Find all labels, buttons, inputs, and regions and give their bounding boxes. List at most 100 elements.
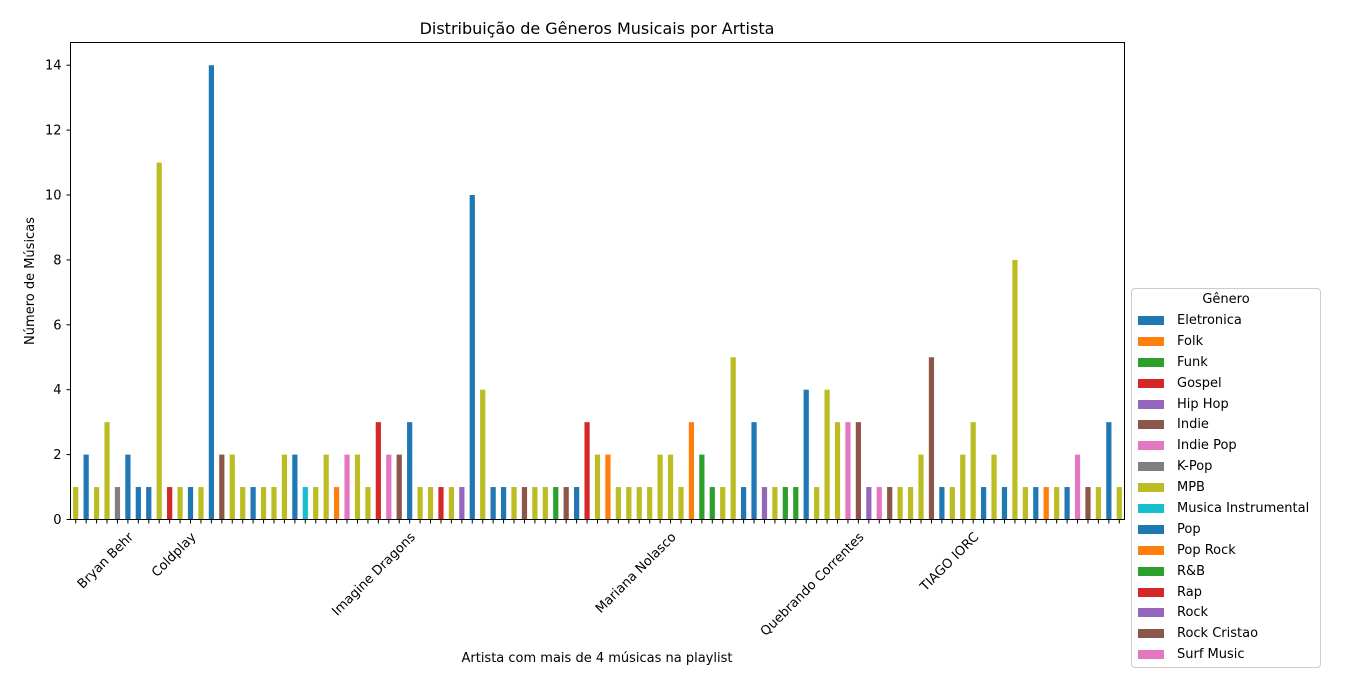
bar-25: [334, 487, 340, 520]
legend-item: Musica Instrumental: [1132, 498, 1320, 519]
bar-99: [1106, 422, 1112, 520]
bar-4: [114, 487, 121, 520]
bar-82: [928, 357, 935, 520]
bar-46: [553, 487, 559, 520]
legend-item: R&B: [1132, 561, 1320, 582]
bar-74: [845, 422, 851, 520]
bar-42: [511, 487, 517, 520]
y-tick-label: 4: [53, 383, 61, 398]
legend-item: Indie: [1132, 414, 1320, 435]
bar-98: [1095, 487, 1102, 520]
bar-51: [605, 454, 611, 520]
legend-swatch: [1138, 378, 1164, 388]
legend-label: Pop: [1177, 521, 1201, 537]
bar-29: [375, 422, 381, 520]
bar-79: [897, 487, 903, 520]
bar-69: [793, 487, 799, 520]
y-axis-title: Número de Músicas: [23, 217, 38, 345]
bar-21: [292, 454, 298, 520]
x-axis: Bryan Behr Coldplay Imagine Dragons Mariana…: [75, 519, 1120, 640]
bar-91: [1022, 487, 1028, 520]
bar-54: [636, 487, 642, 520]
legend-label: Indie: [1177, 417, 1209, 433]
bar-15: [229, 454, 235, 520]
bar-89: [1001, 487, 1008, 520]
bar-6: [135, 487, 141, 520]
bar-23: [313, 487, 319, 520]
bar-18: [260, 487, 267, 520]
bar-83: [939, 487, 945, 520]
bar-93: [1043, 487, 1049, 520]
bar-17: [250, 487, 256, 520]
bar-5: [125, 454, 131, 520]
bar-59: [688, 422, 695, 520]
bar-22: [302, 487, 308, 520]
legend-label: Gospel: [1177, 375, 1222, 391]
legend-item: K-Pop: [1132, 456, 1320, 477]
bar-71: [814, 487, 820, 520]
legend-swatch: [1138, 503, 1164, 513]
legend-swatch: [1138, 524, 1164, 534]
bar-65: [751, 422, 757, 520]
bar-88: [991, 454, 997, 520]
legend-label: Hip Hop: [1177, 396, 1229, 412]
bar-36: [448, 487, 455, 520]
legend-swatch: [1138, 420, 1164, 430]
bar-35: [438, 487, 444, 520]
bar-34: [427, 487, 434, 520]
legend-item: Eletronica: [1132, 310, 1320, 331]
legend-label: Musica Instrumental: [1177, 500, 1310, 516]
bar-39: [480, 389, 486, 520]
bar-28: [365, 487, 371, 520]
bar-10: [177, 487, 183, 520]
legend-item: Folk: [1132, 331, 1320, 352]
legend-swatch: [1138, 315, 1164, 325]
bar-67: [772, 487, 778, 520]
bar-2: [93, 487, 100, 520]
bar-3: [104, 422, 110, 520]
bar-27: [354, 454, 361, 520]
bar-14: [219, 454, 225, 520]
legend-item: MPB: [1132, 477, 1320, 498]
bar-76: [866, 487, 872, 520]
legend-label: Folk: [1177, 333, 1204, 349]
bar-37: [459, 487, 465, 520]
legend-item: Funk: [1132, 352, 1320, 373]
x-category-label: Bryan Behr: [75, 529, 138, 592]
x-category-label: Quebrando Correntes: [758, 530, 868, 640]
bar-60: [699, 454, 705, 520]
bar-48: [574, 487, 580, 520]
bar-90: [1012, 259, 1018, 520]
bar-97: [1085, 487, 1091, 520]
bars-group: [73, 65, 1122, 520]
plot-frame: [70, 42, 1125, 520]
bar-77: [876, 487, 882, 520]
bar-19: [271, 487, 277, 520]
y-tick-label: 8: [53, 253, 61, 268]
bar-11: [187, 487, 194, 520]
legend-items: Eletronica Folk Funk Gospel Hip Hop Indie Indi…: [1132, 310, 1320, 665]
y-tick-label: 12: [45, 124, 62, 139]
y-tick-label: 2: [53, 448, 61, 463]
bar-31: [396, 454, 402, 520]
bar-9: [167, 487, 173, 520]
bar-44: [532, 487, 538, 520]
legend-swatch: [1138, 629, 1164, 639]
bar-13: [208, 65, 214, 520]
legend-swatch: [1138, 587, 1164, 597]
bar-52: [615, 487, 621, 520]
bar-81: [918, 454, 924, 520]
legend-label: Rap: [1177, 584, 1202, 600]
legend-swatch: [1138, 566, 1164, 576]
bar-43: [521, 487, 528, 520]
legend-item: Rock Cristao: [1132, 623, 1320, 644]
legend-item: Surf Music: [1132, 644, 1320, 665]
bar-26: [344, 454, 350, 520]
bar-53: [626, 487, 632, 520]
legend-item: Rap: [1132, 582, 1320, 603]
legend-swatch: [1138, 462, 1164, 472]
legend: Gênero Eletronica Folk Funk Gospel Hip Hop In…: [1131, 288, 1321, 668]
bar-84: [949, 487, 955, 520]
bar-58: [678, 487, 684, 520]
